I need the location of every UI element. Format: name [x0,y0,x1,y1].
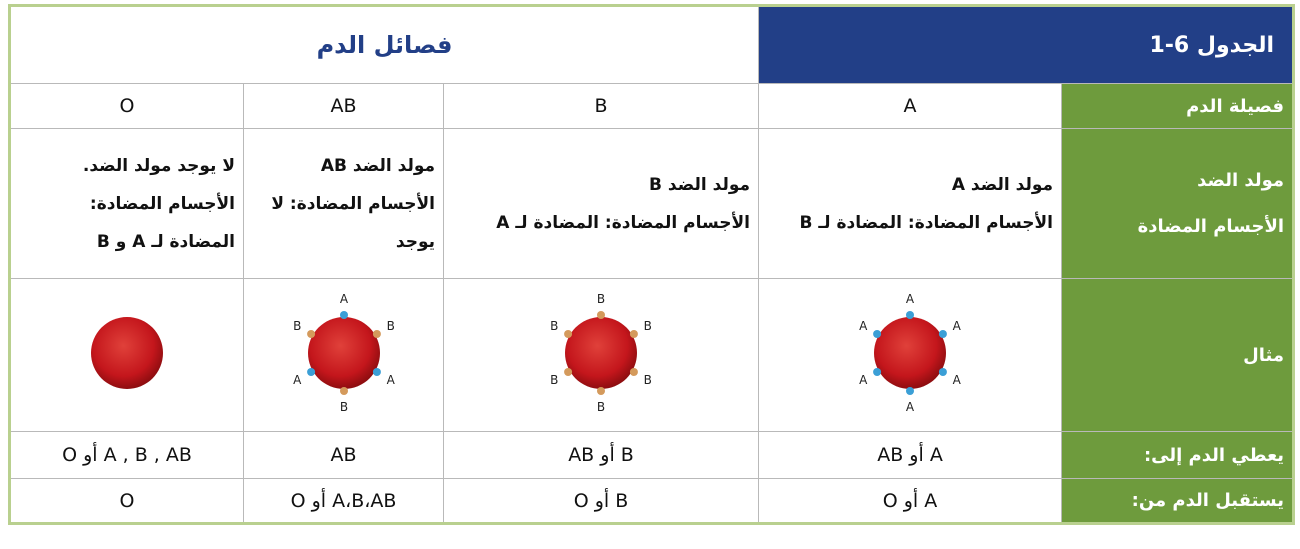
blood-types-table: الجدول 6-1 فصائل الدم فصيلة الدم A B AB O مول… [8,4,1296,525]
table-cell: A A A A A A [758,278,1063,432]
blood-cell-illustration [91,316,163,389]
cell-line: مولد الضد A [951,174,1054,195]
table-cell: مولد الضد B الأجسام المضادة: المضادة لـ A [443,128,760,279]
table-cell: مولد الضد A الأجسام المضادة: المضادة لـ B [758,128,1063,279]
antigen-marker [906,386,915,395]
blood-cell-illustration: B B B B B B [550,292,652,414]
table-title: فصائل الدم [8,5,760,84]
table-cell: B أو AB [443,431,760,479]
row-label: مثال [1061,278,1295,432]
antigen-letter: B [550,319,558,333]
antigen-letter: A [859,319,868,333]
antigen-marker [938,329,947,338]
antigen-letter: A [953,373,962,387]
table-cell: A أو O [758,478,1063,524]
table-cell: A , B , AB أو O [8,431,245,479]
red-blood-cell [91,316,163,389]
antigen-letter: B [550,373,558,387]
antigen-marker [564,329,573,338]
antigen-marker [597,386,606,395]
antigen-letter: A [859,373,868,387]
red-blood-cell [565,316,638,389]
cell-line: الأجسام المضادة: المضادة لـ A [496,212,751,233]
cell-line: الأجسام المضادة: المضادة لـ B [799,212,1054,233]
antigen-marker [372,329,381,338]
antigen-letter: A [906,292,915,306]
blood-cell-illustration: A B B A A B [293,292,396,414]
table-cell: A،B،AB أو O [243,478,445,524]
table-cell: A أو AB [758,431,1063,479]
antigen-letter: B [597,292,605,306]
antigen-marker [597,310,606,319]
antigen-letter: A [293,373,302,387]
table-cell: AB [243,83,445,129]
antigen-marker [629,329,638,338]
antigen-letter: B [597,400,605,414]
table-cell: B B B B B B [443,278,760,432]
table-cell: B [443,83,760,129]
row-label: يستقبل الدم من: [1061,478,1295,524]
table-cell: لا يوجد مولد الضد. الأجسام المضادة: المضا… [8,128,245,279]
antigen-marker [938,367,947,376]
table-cell [8,278,245,432]
cell-line: لا يوجد مولد الضد. [82,155,236,176]
header-row: الجدول 6-1 فصائل الدم [8,5,1295,84]
cell-line: مولد الضد AB [320,155,436,176]
antigen-letter: A [386,373,395,387]
antigen-letter: A [953,319,962,333]
table-cell: B أو O [443,478,760,524]
row-label: فصيلة الدم [1061,83,1295,129]
cell-line: مولد الضد [1197,169,1285,191]
table-row: فصيلة الدم A B AB O [8,83,1295,129]
table-id: الجدول 6-1 [758,5,1295,84]
antigen-marker [372,367,381,376]
cell-line: الأجسام المضادة: لا يوجد [271,193,436,252]
row-label: مولد الضد الأجسام المضادة [1061,128,1295,279]
table-cell: O [8,83,245,129]
antigen-marker [873,329,882,338]
row-label: يعطي الدم إلى: [1061,431,1295,479]
antigen-letter: A [906,400,915,414]
antigen-marker [339,386,348,395]
antigen-marker [339,310,348,319]
table-body: الجدول 6-1 فصائل الدم فصيلة الدم A B AB O مول… [8,5,1295,524]
antigen-letter: A [339,292,348,306]
table-row: مثال A A A A A A B B B B B B A B B A A B [8,278,1295,432]
red-blood-cell [307,316,380,389]
table-cell: O [8,478,245,524]
table-cell: AB [243,431,445,479]
table-cell: مولد الضد AB الأجسام المضادة: لا يوجد [243,128,445,279]
antigen-letter: B [644,319,652,333]
table-cell: A [758,83,1063,129]
antigen-marker [629,367,638,376]
table-cell: A B B A A B [243,278,445,432]
table-row: مولد الضد الأجسام المضادة مولد الضد A الأجس… [8,128,1295,279]
antigen-letter: B [293,319,301,333]
cell-line: الأجسام المضادة [1137,215,1285,237]
antigen-marker [306,329,315,338]
antigen-marker [906,310,915,319]
antigen-letter: B [386,319,394,333]
table-row: يعطي الدم إلى: A أو AB B أو AB AB A , B , AB… [8,431,1295,479]
blood-cell-illustration: A A A A A A [859,292,962,414]
antigen-marker [306,367,315,376]
antigen-marker [564,367,573,376]
antigen-letter: B [644,373,652,387]
antigen-letter: B [339,400,347,414]
cell-line: الأجسام المضادة: المضادة لـ A و B [89,193,236,252]
antigen-marker [873,367,882,376]
red-blood-cell [874,316,947,389]
cell-line: مولد الضد B [649,174,751,195]
